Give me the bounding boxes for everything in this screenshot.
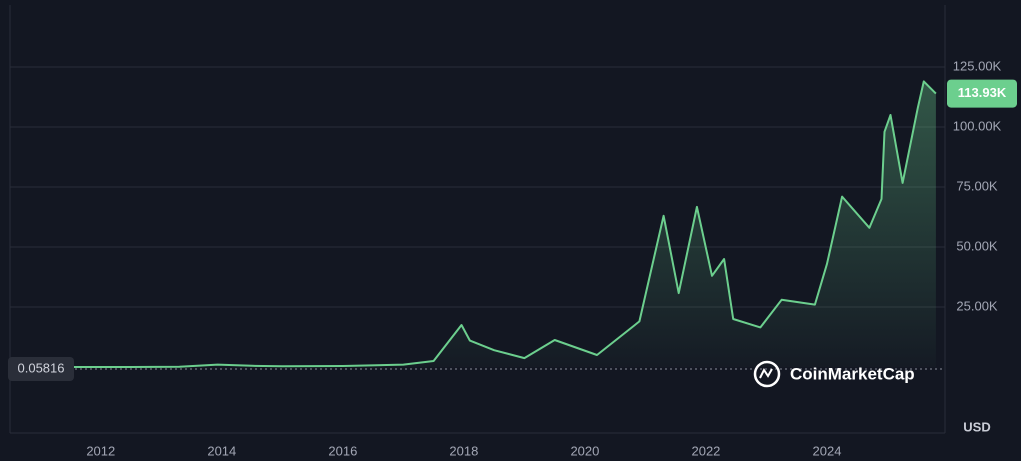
y-tick-label: 25.00K — [956, 298, 998, 313]
x-tick-label: 2024 — [813, 443, 842, 458]
watermark-text: CoinMarketCap — [790, 364, 915, 383]
current-price-label: 113.93K — [958, 85, 1007, 100]
x-tick-label: 2014 — [207, 443, 236, 458]
y-tick-label: 125.00K — [953, 58, 1002, 73]
x-tick-label: 2012 — [86, 443, 115, 458]
watermark-logo-mark — [759, 368, 773, 379]
currency-label: USD — [963, 419, 990, 434]
price-line — [13, 80, 937, 368]
x-tick-label: 2018 — [449, 443, 478, 458]
watermark: CoinMarketCap — [753, 360, 915, 388]
start-price-label: 0.05816 — [18, 360, 65, 375]
y-tick-label: 100.00K — [953, 118, 1002, 133]
current-price-tag — [947, 79, 1017, 108]
y-tick-label: 75.00K — [956, 178, 998, 193]
y-tick-label: 50.00K — [956, 238, 998, 253]
x-tick-label: 2016 — [328, 443, 357, 458]
x-tick-label: 2020 — [570, 443, 599, 458]
x-tick-label: 2022 — [691, 443, 720, 458]
watermark-logo — [753, 360, 781, 388]
start-price-tag — [8, 356, 74, 381]
price-area — [13, 81, 936, 368]
